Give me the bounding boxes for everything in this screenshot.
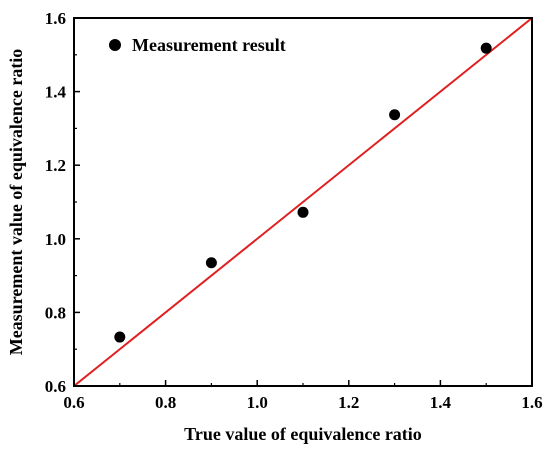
y-axis-title: Measurement value of equivalence ratio	[6, 49, 26, 356]
legend-marker	[109, 39, 121, 51]
x-tick-label: 0.6	[63, 393, 84, 412]
x-axis-ticks: 0.6 0.8 1.0 1.2 1.4 1.6	[63, 380, 543, 412]
reference-line-layer	[73, 17, 533, 387]
x-tick-label: 1.2	[338, 393, 359, 412]
y-tick-label: 1.6	[45, 9, 66, 28]
y-tick-label: 0.6	[45, 377, 66, 396]
data-point	[114, 331, 126, 343]
y-axis-ticks: 0.6 0.8 1.0 1.2 1.4 1.6	[45, 9, 80, 396]
reference-line	[73, 17, 533, 387]
data-point	[205, 257, 217, 269]
data-point	[480, 42, 492, 54]
x-tick-label: 1.0	[247, 393, 268, 412]
data-points-layer	[114, 42, 492, 343]
x-tick-label: 1.4	[430, 393, 452, 412]
y-tick-label: 1.2	[45, 156, 66, 175]
y-tick-label: 0.8	[45, 303, 66, 322]
legend: Measurement result	[109, 35, 286, 55]
y-tick-label: 1.4	[45, 83, 67, 102]
legend-label: Measurement result	[132, 35, 286, 55]
x-tick-label: 0.8	[155, 393, 176, 412]
x-tick-label: 1.6	[521, 393, 542, 412]
data-point	[389, 109, 401, 121]
x-axis-title: True value of equivalence ratio	[184, 424, 422, 444]
data-point	[297, 206, 309, 218]
y-tick-label: 1.0	[45, 230, 66, 249]
